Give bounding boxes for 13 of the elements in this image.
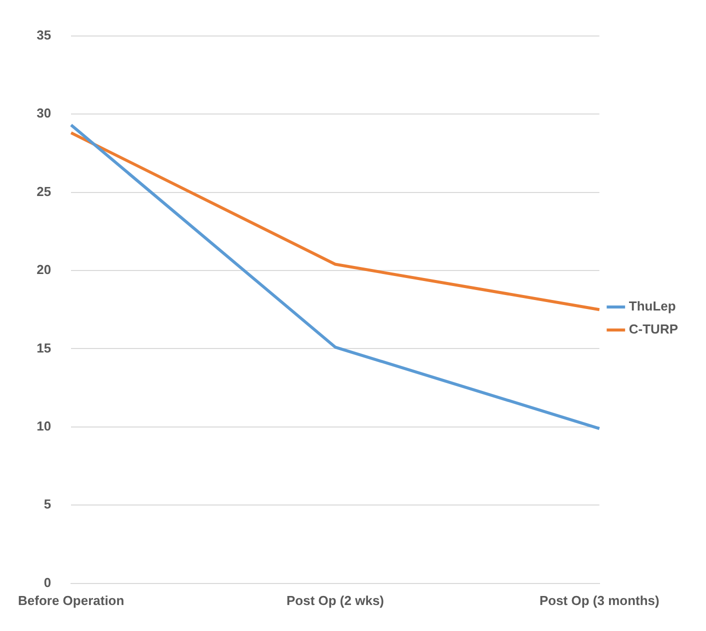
y-tick-label: 30: [36, 106, 52, 121]
x-tick-label: Post Op (3 months): [539, 592, 660, 608]
legend-label: C-TURP: [628, 322, 678, 337]
legend-label: ThuLep: [628, 298, 676, 314]
x-tick-label: Before Operation: [18, 592, 124, 608]
y-tick-label: 35: [36, 27, 52, 42]
y-tick-label: 5: [44, 496, 52, 512]
y-tick-label: 20: [36, 262, 52, 278]
y-tick-label: 0: [44, 574, 52, 590]
y-tick-label: 10: [36, 418, 52, 434]
y-tick-label: 25: [36, 184, 52, 199]
y-tick-label: 15: [36, 340, 52, 356]
x-tick-label: Post Op (2 wks): [286, 592, 384, 608]
